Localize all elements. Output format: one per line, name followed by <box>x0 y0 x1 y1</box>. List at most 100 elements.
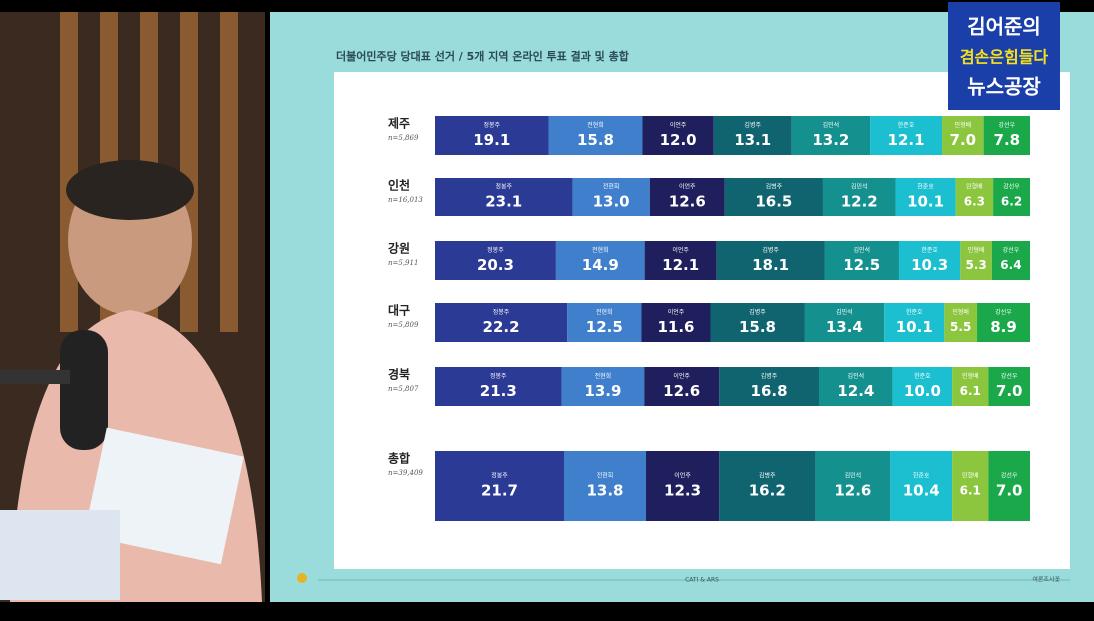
segment-name: 강선우 <box>1003 246 1020 254</box>
value-label: 7.0 <box>996 382 1023 400</box>
category-label: 총합 <box>388 451 410 466</box>
segment-name: 한준호 <box>914 373 931 380</box>
segment-name: 김민석 <box>848 372 865 380</box>
value-label: 15.8 <box>739 318 776 336</box>
bar-segment <box>644 241 717 280</box>
logo-text: 뉴스공장 <box>967 75 1041 99</box>
value-label: 6.2 <box>1001 195 1022 209</box>
bar-segment <box>818 367 893 406</box>
bar-segment <box>713 116 792 155</box>
segment-name: 한준호 <box>898 122 915 129</box>
bar-segment <box>884 303 945 342</box>
bar-segment <box>988 367 1030 406</box>
bar-segment <box>870 116 943 155</box>
bar-segment <box>435 241 556 280</box>
sample-size: n=16,013 <box>388 196 423 204</box>
segment-name: 이언주 <box>670 121 687 129</box>
value-label: 12.1 <box>888 131 925 149</box>
value-label: 22.2 <box>483 318 520 336</box>
value-label: 12.6 <box>669 193 706 211</box>
bar-segment <box>561 367 645 406</box>
segment-name: 한준호 <box>921 247 938 254</box>
segment-name: 민형배 <box>962 372 979 380</box>
bar-segment <box>815 451 891 521</box>
bar-segment <box>644 367 720 406</box>
bar-segment <box>993 178 1030 216</box>
segment-name: 김민석 <box>836 308 853 316</box>
value-label: 14.9 <box>582 256 619 274</box>
value-label: 12.1 <box>662 256 699 274</box>
logo-text: 겸손은힘들다 <box>960 48 1049 67</box>
bar-segment <box>710 303 805 342</box>
segment-name: 전현희 <box>595 372 612 380</box>
segment-name: 김병주 <box>744 121 761 129</box>
segment-name: 민형배 <box>966 183 983 191</box>
bar-segment <box>988 451 1030 521</box>
value-label: 10.0 <box>904 382 941 400</box>
value-label: 6.3 <box>964 195 985 209</box>
segment-name: 민형배 <box>955 121 972 129</box>
value-label: 5.3 <box>965 258 986 272</box>
footer-logo <box>297 573 307 583</box>
bar-segment <box>791 116 871 155</box>
value-label: 12.2 <box>841 193 878 211</box>
segment-name: 전현희 <box>597 472 614 480</box>
bar-segment <box>649 178 725 216</box>
bar-segment <box>642 116 714 155</box>
value-label: 15.8 <box>577 131 614 149</box>
segment-name: 김민석 <box>851 183 868 191</box>
segment-name: 정봉주 <box>483 121 500 129</box>
bar-segment <box>983 116 1030 155</box>
segment-name: 전현희 <box>592 246 609 254</box>
value-label: 10.3 <box>911 256 948 274</box>
value-label: 21.7 <box>481 482 518 500</box>
segment-name: 김민석 <box>853 246 870 254</box>
bar-segment <box>977 303 1030 342</box>
video-feed <box>0 12 265 602</box>
segment-name: 김병주 <box>759 472 776 480</box>
segment-name: 김병주 <box>766 183 783 191</box>
value-label: 12.6 <box>663 382 700 400</box>
bar-segment <box>890 451 953 521</box>
bar-segment <box>716 241 825 280</box>
segment-name: 이언주 <box>679 183 696 191</box>
segment-name: 전현희 <box>587 121 604 129</box>
bar-segment <box>719 367 819 406</box>
segment-name: 이언주 <box>674 472 691 480</box>
value-label: 16.5 <box>755 193 792 211</box>
category-label: 인천 <box>388 178 410 193</box>
value-label: 13.4 <box>826 318 863 336</box>
bar-segment <box>822 178 896 216</box>
value-label: 23.1 <box>485 193 522 211</box>
bar-segment <box>952 451 989 521</box>
segment-name: 강선우 <box>1001 472 1018 480</box>
value-label: 6.1 <box>960 484 981 498</box>
segment-name: 김병주 <box>749 308 766 316</box>
value-label: 7.8 <box>994 131 1021 149</box>
bar-segment <box>804 303 885 342</box>
value-label: 16.8 <box>751 382 788 400</box>
value-label: 16.2 <box>749 482 786 500</box>
footer: CATI & ARS <box>685 577 719 584</box>
value-label: 13.2 <box>812 131 849 149</box>
chart-title: 더불어민주당 당대표 선거 / 5개 지역 온라인 투표 결과 및 총합 <box>336 49 629 63</box>
segment-name: 김병주 <box>762 246 779 254</box>
segment-name: 강선우 <box>1001 372 1018 380</box>
category-label: 강원 <box>388 242 410 256</box>
segment-name: 전현희 <box>603 183 620 191</box>
sample-size: n=5,869 <box>388 134 419 142</box>
value-label: 12.5 <box>843 256 880 274</box>
value-label: 7.0 <box>950 131 977 149</box>
bar-segment <box>724 178 823 216</box>
value-label: 10.4 <box>903 482 940 500</box>
bar-segment <box>555 241 645 280</box>
bar-segment <box>719 451 816 521</box>
segment-name: 이언주 <box>673 372 690 380</box>
bar-segment <box>824 241 899 280</box>
value-label: 11.6 <box>657 318 694 336</box>
segment-name: 민형배 <box>962 472 979 480</box>
segment-name: 강선우 <box>995 308 1012 316</box>
logo-text: 김어준의 <box>967 15 1041 39</box>
segment-name: 정봉주 <box>493 308 510 316</box>
segment-name: 한준호 <box>917 184 934 191</box>
